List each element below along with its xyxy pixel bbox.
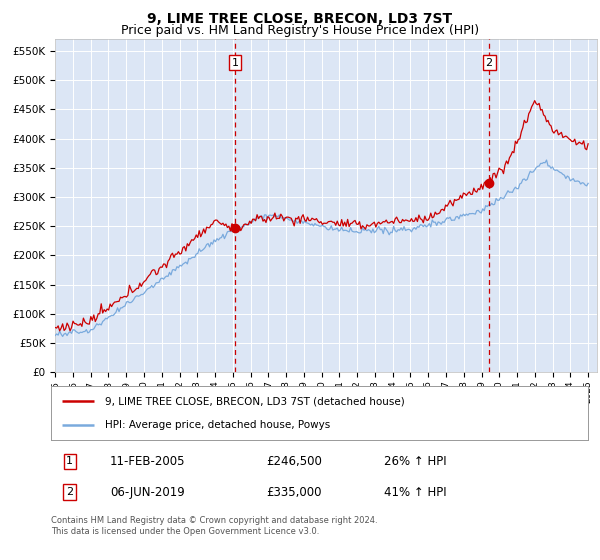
Text: 9, LIME TREE CLOSE, BRECON, LD3 7ST (detached house): 9, LIME TREE CLOSE, BRECON, LD3 7ST (det… [105,396,404,407]
Text: 1: 1 [66,456,73,466]
Text: Contains HM Land Registry data © Crown copyright and database right 2024.
This d: Contains HM Land Registry data © Crown c… [51,516,377,536]
Text: 2: 2 [485,58,493,68]
Text: 1: 1 [232,58,238,68]
Text: 2: 2 [66,487,73,497]
Text: 9, LIME TREE CLOSE, BRECON, LD3 7ST: 9, LIME TREE CLOSE, BRECON, LD3 7ST [148,12,452,26]
Text: HPI: Average price, detached house, Powys: HPI: Average price, detached house, Powy… [105,419,330,430]
Text: 26% ↑ HPI: 26% ↑ HPI [384,455,446,468]
Text: 06-JUN-2019: 06-JUN-2019 [110,486,185,499]
Text: £335,000: £335,000 [266,486,322,499]
Text: 11-FEB-2005: 11-FEB-2005 [110,455,185,468]
Text: 41% ↑ HPI: 41% ↑ HPI [384,486,446,499]
Text: Price paid vs. HM Land Registry's House Price Index (HPI): Price paid vs. HM Land Registry's House … [121,24,479,36]
Text: £246,500: £246,500 [266,455,322,468]
